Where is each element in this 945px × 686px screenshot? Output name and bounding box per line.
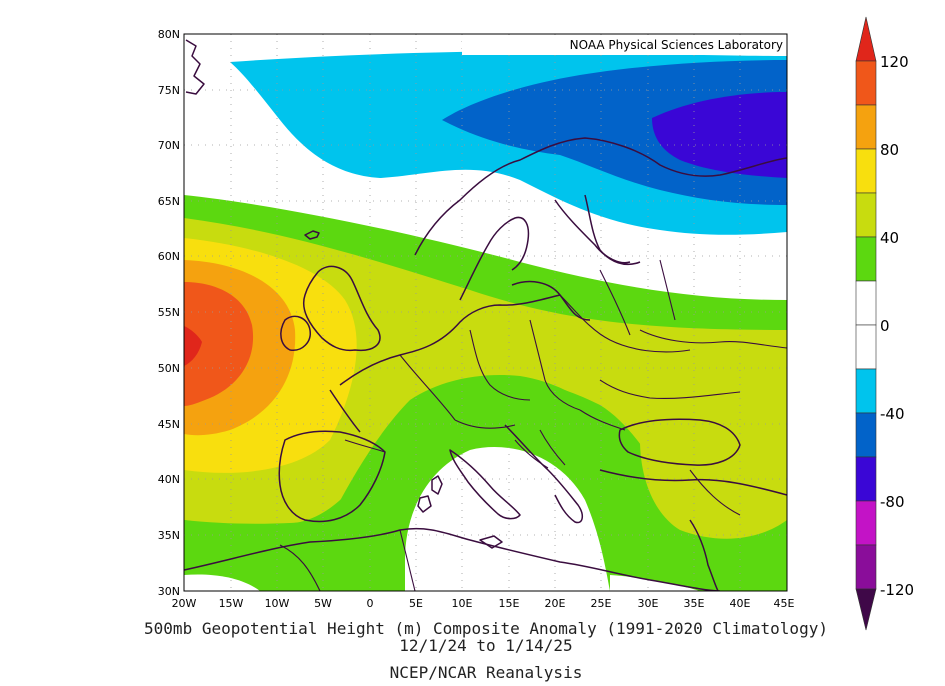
lat-label: 75N (158, 84, 180, 97)
lon-label: 30E (638, 597, 659, 610)
colorbar-swatch (855, 412, 877, 458)
lon-label: 5E (409, 597, 423, 610)
latitude-labels: 80N 75N 70N 65N 60N 55N 50N 45N 40N 35N … (158, 28, 180, 598)
lon-label: 20E (545, 597, 566, 610)
colorbar-bottom-arrow (855, 588, 877, 631)
white-southwest-corner (184, 574, 260, 591)
colorbar-swatch (855, 192, 877, 238)
caption-title: 500mb Geopotential Height (m) Composite … (144, 619, 828, 638)
longitude-labels: 20W 15W 10W 5W 0 5E 10E 15E 20E 25E 30E … (172, 597, 795, 610)
yellow-green-southeast (640, 423, 787, 539)
lon-label: 40E (730, 597, 751, 610)
lat-label: 50N (158, 362, 180, 375)
colorbar (855, 16, 877, 631)
colorbar-label: 80 (880, 141, 899, 159)
colorbar-labels: 120 80 40 0 -40 -80 -120 (880, 53, 914, 599)
white-southeast-corner (610, 575, 700, 591)
colorbar-swatch (855, 456, 877, 502)
lon-label: 25E (591, 597, 612, 610)
colorbar-swatch (855, 148, 877, 194)
lat-label: 40N (158, 473, 180, 486)
colorbar-label: -120 (880, 581, 914, 599)
lat-label: 80N (158, 28, 180, 41)
lat-label: 65N (158, 195, 180, 208)
lon-label: 15E (499, 597, 520, 610)
red-core (184, 326, 202, 366)
lat-label: 35N (158, 529, 180, 542)
lon-label: 10E (452, 597, 473, 610)
colorbar-swatch (855, 60, 877, 106)
colorbar-label: -40 (880, 405, 905, 423)
colorbar-label: 40 (880, 229, 899, 247)
caption-date-range: 12/1/24 to 1/14/25 (399, 636, 573, 655)
lon-label: 10W (265, 597, 290, 610)
colorbar-swatch (855, 500, 877, 546)
colorbar-swatch (855, 324, 877, 370)
colorbar-swatch (855, 544, 877, 590)
orange-red-contour-band (184, 282, 254, 406)
lon-label: 20W (172, 597, 197, 610)
colorbar-swatch (855, 236, 877, 282)
lat-label: 55N (158, 306, 180, 319)
plot-frame (183, 33, 788, 592)
lon-label: 35E (684, 597, 705, 610)
lat-label: 70N (158, 139, 180, 152)
credit-box: NOAA Physical Sciences Laboratory (462, 35, 786, 55)
coastlines (184, 39, 787, 591)
colorbar-label: 0 (880, 317, 890, 335)
political-borders (279, 259, 787, 591)
colorbar-top-arrow (855, 16, 877, 62)
colorbar-swatch (855, 280, 877, 326)
anomaly-field (184, 34, 787, 591)
colorbar-swatch (855, 368, 877, 414)
lat-label: 30N (158, 585, 180, 598)
lon-label: 5W (314, 597, 332, 610)
lon-label: 45E (774, 597, 795, 610)
dark-blue-contour-band (652, 92, 787, 178)
caption-source: NCEP/NCAR Reanalysis (389, 663, 583, 682)
colorbar-label: 120 (880, 53, 909, 71)
green-southwest-band (184, 520, 330, 591)
graticule (184, 34, 787, 591)
lat-label: 45N (158, 418, 180, 431)
colorbar-label: -80 (880, 493, 905, 511)
mid-blue-contour-band (442, 60, 787, 205)
lon-label: 0 (367, 597, 374, 610)
lon-label: 15W (219, 597, 244, 610)
colorbar-swatch (855, 104, 877, 150)
credit-label: NOAA Physical Sciences Laboratory (570, 38, 783, 52)
lat-label: 60N (158, 250, 180, 263)
